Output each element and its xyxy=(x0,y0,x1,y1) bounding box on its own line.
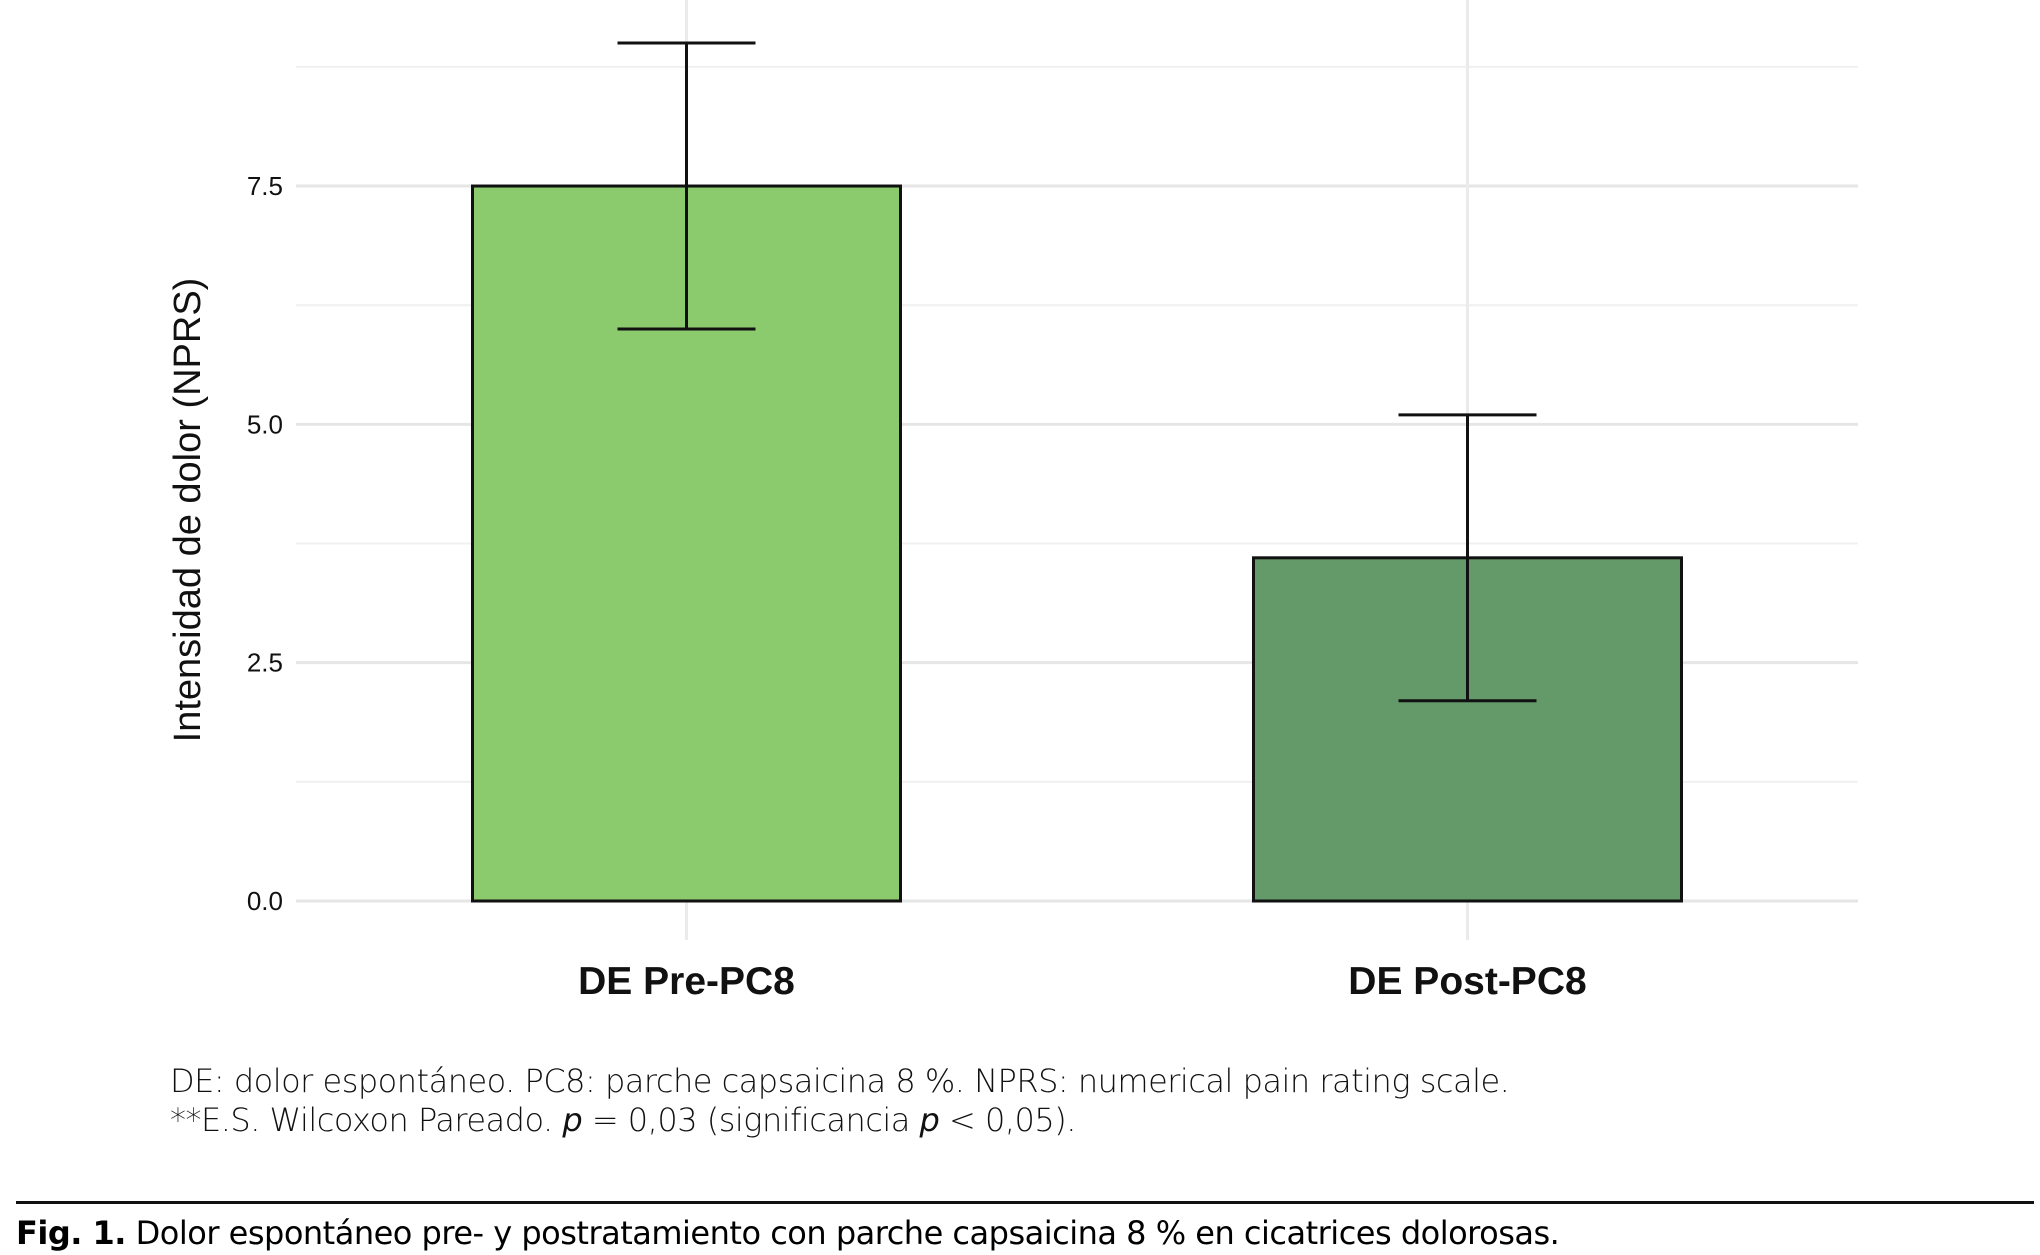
note-p: p xyxy=(562,1101,583,1139)
note-p2: p xyxy=(919,1101,940,1139)
y-tick-label: 5.0 xyxy=(247,409,283,439)
note-pvalue: = 0,03 (significancia xyxy=(582,1101,920,1139)
chart-note-statistics: **E.S. Wilcoxon Pareado. p = 0,03 (signi… xyxy=(170,1101,1076,1139)
chart-note-abbreviations: DE: dolor espontáneo. PC8: parche capsai… xyxy=(170,1062,1510,1100)
y-axis-label: Intensidad de dolor (NPRS) xyxy=(167,278,209,743)
figure-label: Fig. 1. xyxy=(16,1214,126,1252)
caption-divider xyxy=(16,1201,2034,1204)
y-tick-label: 2.5 xyxy=(247,648,283,678)
note-threshold: < 0,05). xyxy=(939,1101,1076,1139)
x-tick-label: DE Pre-PC8 xyxy=(578,960,795,1003)
bar-chart: 0.0 2.5 5.0 7.5 DE Pre-PC8 DE Post-PC8 Intensi… xyxy=(167,0,1858,1003)
note-test: **E.S. Wilcoxon Pareado. xyxy=(170,1101,563,1139)
y-tick-label: 7.5 xyxy=(247,171,283,201)
y-tick-label: 0.0 xyxy=(247,886,283,916)
figure-caption: Fig. 1. Dolor espontáneo pre- y postrata… xyxy=(16,1214,1560,1252)
figure-caption-text: Dolor espontáneo pre- y postratamiento c… xyxy=(125,1214,1560,1252)
x-tick-label: DE Post-PC8 xyxy=(1348,960,1586,1003)
